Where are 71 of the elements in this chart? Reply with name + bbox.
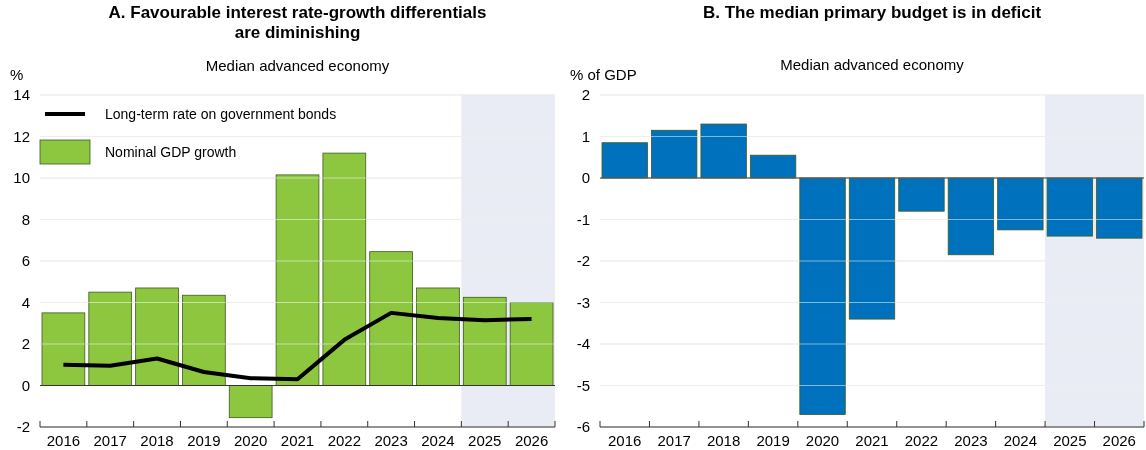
x-tick-label: 2021 (855, 432, 889, 449)
bar (601, 142, 648, 179)
y-tick-label: 8 (21, 210, 30, 228)
x-tick-label: 2022 (327, 432, 362, 449)
bar (749, 154, 797, 179)
line-series (61, 310, 534, 382)
chart-title: A. Favourable interest rate-growth differentials are diminishing (108, 3, 487, 42)
bar (322, 152, 367, 386)
x-tick-label: 2025 (1053, 432, 1087, 449)
y-tick-label: 10 (13, 169, 30, 186)
bar (88, 291, 133, 386)
y-axis-title: % of GDP (570, 66, 637, 83)
chart-title: B. The median primary budget is in deficit (702, 3, 1042, 22)
x-tick-label: 2018 (140, 432, 174, 449)
y-tick-label: 1 (581, 127, 590, 145)
x-tick-label: 2024 (1003, 432, 1038, 449)
y-tick-label: 12 (13, 127, 30, 145)
y-tick-label: 2 (581, 86, 590, 103)
y-tick-label: 14 (13, 86, 30, 103)
bar (651, 129, 698, 179)
bar (997, 177, 1044, 231)
chart-subtitle: Median advanced economy (780, 56, 965, 73)
bar (799, 177, 846, 415)
x-tick-label: 2026 (514, 432, 549, 449)
y-axis-title: % (10, 66, 24, 83)
bar (462, 296, 507, 386)
bar (369, 251, 413, 386)
bar (848, 177, 896, 320)
y-tick-label: -2 (16, 418, 30, 435)
y-tick-label: 0 (581, 169, 590, 186)
bar (1046, 177, 1093, 237)
bar (275, 174, 320, 386)
y-tick-label: -4 (576, 335, 590, 352)
bar (135, 287, 179, 386)
x-tick-label: 2023 (374, 432, 408, 449)
x-tick-label: 2022 (904, 432, 939, 449)
y-tick-label: -2 (576, 252, 590, 269)
bar (700, 123, 747, 179)
bar (41, 312, 86, 386)
y-tick-label: -5 (576, 376, 590, 394)
x-tick-label: 2019 (187, 432, 221, 449)
y-tick-label: 6 (21, 252, 30, 269)
y-tick-label: -1 (576, 210, 590, 228)
x-tick-label: 2019 (756, 432, 790, 449)
bar (182, 294, 226, 386)
x-tick-label: 2016 (46, 432, 81, 449)
x-tick-label: 2025 (468, 432, 502, 449)
x-tick-label: 2018 (706, 432, 741, 449)
x-tick-label: 2023 (954, 432, 988, 449)
x-tick-label: 2017 (93, 432, 127, 449)
y-tick-label: -3 (576, 293, 590, 311)
chart-subtitle: Median advanced economy (205, 57, 390, 74)
y-tick-label: -6 (576, 418, 590, 435)
x-tick-label: 2024 (421, 432, 455, 449)
bar (509, 302, 554, 386)
bar (1096, 177, 1143, 239)
bar (416, 287, 460, 386)
x-tick-label: 2016 (608, 432, 642, 449)
y-tick-label: 0 (21, 376, 30, 394)
x-tick-label: 2020 (805, 432, 840, 449)
bar (228, 385, 273, 419)
y-tick-label: 4 (21, 293, 30, 311)
bar (898, 177, 945, 212)
x-tick-label: 2021 (280, 432, 315, 449)
x-tick-label: 2017 (657, 432, 691, 449)
x-tick-label: 2020 (233, 432, 268, 449)
bar (947, 177, 995, 256)
y-tick-label: 2 (21, 335, 30, 352)
legend-label: Nominal GDP growth (105, 144, 237, 160)
x-tick-label: 2026 (1102, 432, 1136, 449)
legend-label: Long-term rate on government bonds (105, 106, 337, 122)
